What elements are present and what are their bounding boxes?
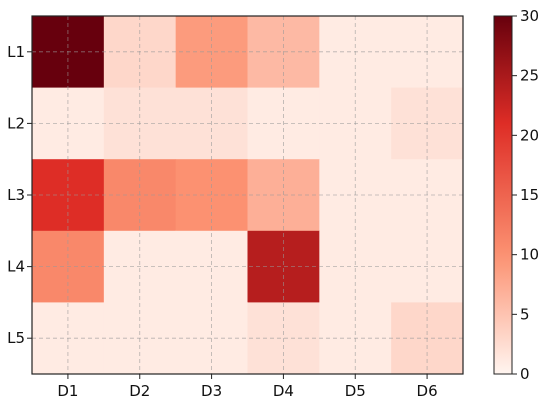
colorbar-tick-label: 0 [520,365,530,383]
y-axis: L1 L2 L3 L4 L5 [7,43,32,347]
x-tick-label: D3 [201,382,222,400]
colorbar-tick-label: 30 [520,7,539,25]
x-tick-label: D1 [57,382,78,400]
x-tick-label: D5 [345,382,366,400]
x-tick-label: D6 [417,382,438,400]
colorbar-tick-label: 10 [520,246,539,264]
x-tick-label: D2 [129,382,150,400]
colorbar-tick-label: 25 [520,67,539,85]
colorbar-tick-label: 20 [520,126,539,144]
colorbar-tick-label: 15 [520,186,539,204]
grid-lines [32,16,463,374]
y-tick-label: L1 [7,43,25,61]
colorbar: 0 5 10 15 20 25 30 [493,7,539,383]
y-tick-label: L5 [7,329,25,347]
y-tick-label: L3 [7,186,25,204]
y-tick-label: L2 [7,114,25,132]
colorbar-gradient [493,15,513,375]
x-axis: D1 D2 D3 D4 D5 D6 [57,374,438,400]
x-tick-label: D4 [273,382,294,400]
y-tick-label: L4 [7,258,25,276]
colorbar-tick-label: 5 [520,305,530,323]
